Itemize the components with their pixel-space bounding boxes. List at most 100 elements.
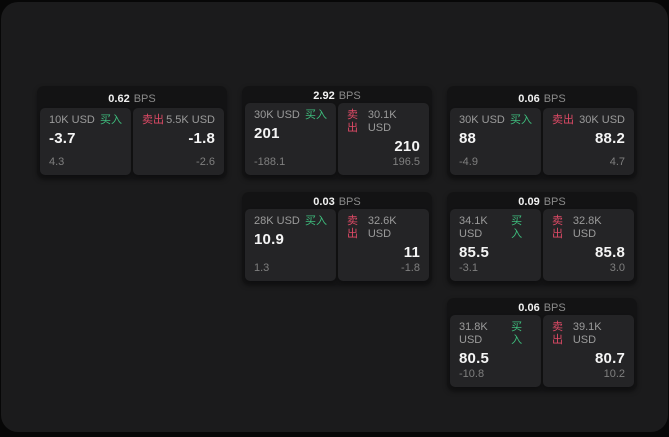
quote-card-body: 10K USD 买入 -3.7 4.3 卖出 5.5K USD -1.8 -2.… [40, 108, 224, 175]
bps-header: 2.92 BPS [245, 89, 429, 103]
buy-side-tag: 买入 [305, 109, 327, 121]
quote-card-body: 30K USD 买入 201 -188.1 卖出 30.1K USD 210 1… [245, 103, 429, 175]
buy-pane-header: 10K USD 买入 [49, 114, 122, 127]
buy-change-value: 1.3 [254, 262, 270, 274]
quote-card: 0.06 BPS 31.8K USD 买入 80.5 -10.8 卖出 39.1… [447, 298, 637, 390]
sell-pane[interactable]: 卖出 32.8K USD 85.8 3.0 [543, 209, 634, 281]
sell-price-value: 80.7 [595, 350, 625, 367]
buy-notional-label: 30K USD [459, 114, 505, 126]
buy-pane-header: 34.1K USD 买入 [459, 215, 532, 241]
sell-pane[interactable]: 卖出 30.1K USD 210 196.5 [338, 103, 429, 175]
bps-value: 0.06 [518, 302, 540, 314]
sell-price-value: 88.2 [595, 130, 625, 147]
buy-notional-label: 10K USD [49, 114, 95, 126]
buy-side-tag: 买入 [100, 114, 122, 126]
sell-change-value: -2.6 [196, 156, 215, 168]
buy-side-tag: 买入 [510, 114, 532, 126]
bps-value: 0.03 [313, 196, 335, 208]
sell-change-value: 196.5 [392, 156, 420, 168]
sell-side-tag: 卖出 [552, 321, 563, 346]
buy-side-tag: 买入 [511, 321, 523, 346]
buy-pane[interactable]: 10K USD 买入 -3.7 4.3 [40, 108, 131, 175]
sell-price-value: -1.8 [188, 130, 215, 147]
buy-price-value: 85.5 [459, 244, 489, 261]
sell-pane-header: 卖出 5.5K USD [142, 114, 215, 127]
bps-header: 0.06 BPS [450, 89, 634, 108]
sell-pane[interactable]: 卖出 5.5K USD -1.8 -2.6 [133, 108, 224, 175]
sell-pane-header: 卖出 30.1K USD [347, 109, 420, 135]
buy-notional-label: 31.8K USD [459, 321, 488, 346]
sell-notional-label: 39.1K USD [572, 321, 602, 346]
sell-pane[interactable]: 卖出 39.1K USD 80.7 10.2 [543, 315, 634, 387]
buy-price-value: 88 [459, 130, 477, 147]
buy-change-value: -188.1 [254, 156, 286, 168]
sell-price-value: 11 [403, 244, 420, 261]
bps-value: 2.92 [313, 90, 335, 102]
sell-pane[interactable]: 卖出 32.6K USD 11 -1.8 [338, 209, 429, 281]
quote-card: 2.92 BPS 30K USD 买入 201 -188.1 卖出 30.1K … [242, 86, 432, 178]
buy-price-value: -3.7 [49, 130, 76, 147]
sell-price-value: 85.8 [595, 244, 625, 261]
bps-unit-label: BPS [543, 92, 566, 105]
quote-card: 0.06 BPS 30K USD 买入 88 -4.9 卖出 30K USD [447, 86, 637, 178]
buy-side-tag: 买入 [305, 215, 327, 227]
buy-notional-label: 30K USD [254, 109, 300, 121]
buy-pane[interactable]: 30K USD 买入 201 -188.1 [245, 103, 336, 175]
quote-card: 0.62 BPS 10K USD 买入 -3.7 4.3 卖出 5.5K USD [37, 86, 227, 178]
quote-card-body: 34.1K USD 买入 85.5 -3.1 卖出 32.8K USD 85.8… [450, 209, 634, 281]
buy-change-value: -4.9 [459, 156, 478, 168]
sell-pane-header: 卖出 30K USD [552, 114, 625, 127]
bps-header: 0.03 BPS [245, 195, 429, 209]
buy-side-tag: 买入 [511, 215, 523, 240]
sell-notional-label: 32.8K USD [572, 215, 602, 240]
sell-side-tag: 卖出 [142, 114, 164, 126]
quote-card: 0.09 BPS 34.1K USD 买入 85.5 -3.1 卖出 32.8K… [447, 192, 637, 284]
quote-card-body: 28K USD 买入 10.9 1.3 卖出 32.6K USD 11 -1.8 [245, 209, 429, 281]
sell-notional-label: 30K USD [579, 114, 625, 126]
quote-card-body: 31.8K USD 买入 80.5 -10.8 卖出 39.1K USD 80.… [450, 315, 634, 387]
buy-pane[interactable]: 31.8K USD 买入 80.5 -10.8 [450, 315, 541, 387]
buy-pane[interactable]: 28K USD 买入 10.9 1.3 [245, 209, 336, 281]
sell-notional-label: 30.1K USD [367, 109, 397, 134]
buy-pane-header: 28K USD 买入 [254, 215, 327, 228]
quote-grid: 0.62 BPS 10K USD 买入 -3.7 4.3 卖出 5.5K USD [37, 86, 637, 390]
buy-change-value: -10.8 [459, 368, 485, 380]
sell-change-value: 4.7 [609, 156, 625, 168]
buy-change-value: -3.1 [459, 262, 478, 274]
bps-value: 0.06 [518, 92, 540, 105]
sell-notional-label: 32.6K USD [367, 215, 397, 240]
bps-value: 0.62 [108, 92, 130, 105]
buy-pane-header: 30K USD 买入 [254, 109, 327, 122]
bps-unit-label: BPS [133, 92, 156, 105]
bps-value: 0.09 [518, 196, 540, 208]
bps-unit-label: BPS [338, 196, 361, 208]
sell-price-value: 210 [394, 138, 420, 155]
sell-side-tag: 卖出 [552, 215, 563, 240]
bps-header: 0.06 BPS [450, 301, 634, 315]
sell-change-value: 3.0 [609, 262, 625, 274]
sell-pane-header: 卖出 32.8K USD [552, 215, 625, 241]
sell-pane-header: 卖出 39.1K USD [552, 321, 625, 347]
buy-pane[interactable]: 34.1K USD 买入 85.5 -3.1 [450, 209, 541, 281]
buy-pane[interactable]: 30K USD 买入 88 -4.9 [450, 108, 541, 175]
buy-price-value: 10.9 [254, 231, 284, 248]
quote-card-body: 30K USD 买入 88 -4.9 卖出 30K USD 88.2 4.7 [450, 108, 634, 175]
sell-pane[interactable]: 卖出 30K USD 88.2 4.7 [543, 108, 634, 175]
bps-header: 0.09 BPS [450, 195, 634, 209]
bps-unit-label: BPS [543, 302, 566, 314]
buy-change-value: 4.3 [49, 156, 65, 168]
sell-side-tag: 卖出 [552, 114, 574, 126]
buy-pane-header: 30K USD 买入 [459, 114, 532, 127]
sell-pane-header: 卖出 32.6K USD [347, 215, 420, 241]
buy-price-value: 201 [254, 125, 280, 142]
sell-side-tag: 卖出 [347, 215, 358, 240]
bps-unit-label: BPS [338, 90, 361, 102]
sell-side-tag: 卖出 [347, 109, 358, 134]
sell-change-value: -1.8 [401, 262, 420, 274]
sell-change-value: 10.2 [603, 368, 625, 380]
buy-pane-header: 31.8K USD 买入 [459, 321, 532, 347]
buy-notional-label: 34.1K USD [459, 215, 488, 240]
buy-notional-label: 28K USD [254, 215, 300, 227]
quote-card: 0.03 BPS 28K USD 买入 10.9 1.3 卖出 32.6K US… [242, 192, 432, 284]
